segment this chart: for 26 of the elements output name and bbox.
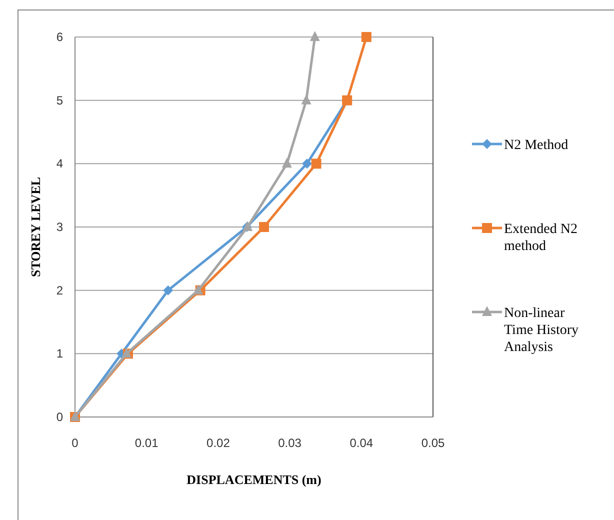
y-tick-label: 0	[56, 410, 64, 424]
point	[361, 32, 372, 42]
y-tick-label: 1	[56, 346, 64, 361]
point	[301, 94, 312, 104]
point	[259, 222, 270, 232]
y-tick-label: 2	[56, 283, 64, 298]
x-tick-label: 0	[72, 436, 79, 450]
point	[163, 285, 174, 296]
legend-label: Non-linear Time History Analysis	[504, 306, 579, 355]
x-tick-label: 0.05	[421, 436, 445, 450]
legend-label: N2 Method	[504, 138, 568, 153]
point	[310, 31, 320, 41]
point	[311, 158, 322, 169]
x-tick-label: 0.03	[278, 436, 302, 450]
y-axis-title: STOREY LEVEL	[28, 176, 43, 278]
x-tick-label: 0.02	[206, 436, 230, 450]
x-axis-title: DISPLACEMENTS (m)	[186, 472, 322, 487]
y-tick-label: 3	[56, 220, 64, 234]
y-tick-label: 5	[56, 93, 64, 108]
x-tick-label: 0.01	[134, 436, 159, 450]
y-tick-label: 6	[56, 30, 64, 44]
y-tick-label: 4	[56, 156, 64, 171]
x-tick-label: 0.04	[350, 436, 374, 450]
point	[282, 158, 292, 168]
point	[302, 158, 312, 169]
legend-label: Extended N2 method	[504, 222, 578, 254]
